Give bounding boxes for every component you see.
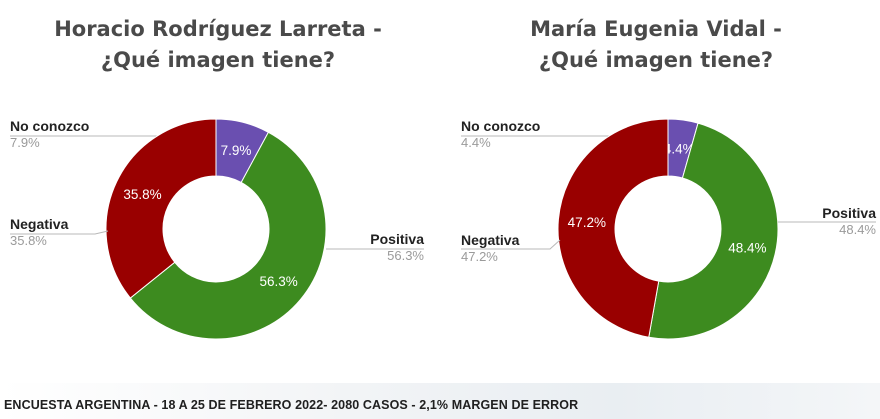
footer-band xyxy=(0,383,880,419)
donut-slice-positiva xyxy=(129,131,327,340)
chart-title-line-2: ¿Qué imagen tiene? xyxy=(538,48,774,72)
slice-value-label-no-conozco: 4.4% xyxy=(664,141,695,156)
legend-label-no-conozco: No conozco xyxy=(461,118,540,134)
slice-value-label-positiva: 48.4% xyxy=(728,240,766,255)
legend-value-no-conozco: 7.9% xyxy=(10,135,40,150)
chart-title-line-2: ¿Qué imagen tiene? xyxy=(100,48,336,72)
legend-value-negativa: 35.8% xyxy=(10,233,47,248)
slice-value-label-negativa: 35.8% xyxy=(123,187,161,202)
slice-value-label-negativa: 47.2% xyxy=(568,215,606,230)
legend-value-negativa: 47.2% xyxy=(461,249,498,264)
legend-value-positiva: 48.4% xyxy=(839,222,876,237)
chart-title-line-1: Horacio Rodríguez Larreta - xyxy=(54,17,382,41)
legend-label-negativa: Negativa xyxy=(10,216,69,232)
legend-label-negativa: Negativa xyxy=(461,232,520,248)
survey-footer: ENCUESTA ARGENTINA - 18 A 25 DE FEBRERO … xyxy=(4,398,579,412)
chart-title-larreta: Horacio Rodríguez Larreta - ¿Qué imagen … xyxy=(0,14,438,76)
chart-title-vidal: María Eugenia Vidal - ¿Qué imagen tiene? xyxy=(436,14,876,76)
legend-label-no-conozco: No conozco xyxy=(10,118,89,134)
legend-value-positiva: 56.3% xyxy=(387,248,424,263)
legend-label-positiva: Positiva xyxy=(822,205,876,221)
chart-title-line-1: María Eugenia Vidal - xyxy=(530,17,782,41)
donut-slice-positiva xyxy=(648,122,779,340)
donut-slice-negativa xyxy=(557,118,669,338)
leader-line-negativa xyxy=(10,230,109,235)
legend-value-no-conozco: 4.4% xyxy=(461,135,491,150)
slice-value-label-positiva: 56.3% xyxy=(259,274,297,289)
slice-value-label-no-conozco: 7.9% xyxy=(221,143,252,158)
legend-label-positiva: Positiva xyxy=(370,231,424,247)
donut-slice-negativa xyxy=(105,118,217,299)
leader-line-negativa xyxy=(461,239,561,250)
